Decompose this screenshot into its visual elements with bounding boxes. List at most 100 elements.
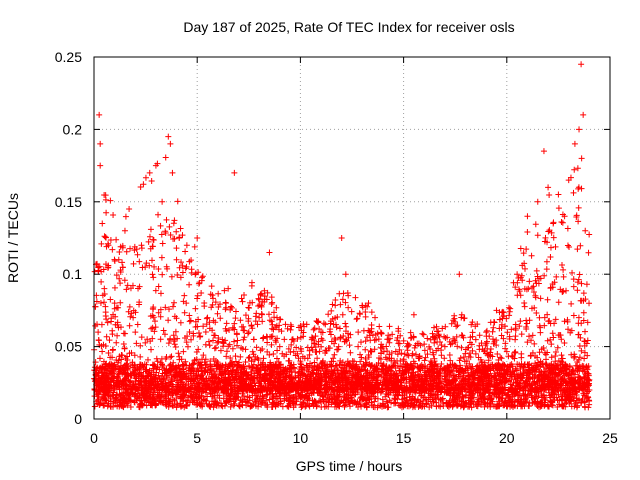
data-point bbox=[99, 348, 106, 355]
data-point bbox=[270, 351, 277, 358]
data-point bbox=[157, 222, 164, 229]
data-point bbox=[165, 317, 172, 324]
data-point bbox=[137, 353, 144, 360]
data-point bbox=[327, 331, 334, 338]
data-point bbox=[232, 353, 239, 360]
data-point bbox=[181, 309, 188, 316]
data-point bbox=[244, 393, 251, 400]
data-point bbox=[353, 316, 360, 323]
data-point bbox=[244, 330, 251, 337]
data-point bbox=[202, 329, 209, 336]
data-point bbox=[362, 338, 369, 345]
data-point bbox=[358, 354, 365, 361]
data-point bbox=[585, 249, 592, 256]
data-point bbox=[322, 321, 329, 328]
data-point bbox=[171, 299, 178, 306]
data-point bbox=[543, 356, 550, 363]
data-point bbox=[327, 391, 334, 398]
data-point bbox=[123, 248, 130, 255]
data-point bbox=[201, 303, 208, 310]
data-point bbox=[195, 329, 202, 336]
data-point bbox=[245, 354, 252, 361]
data-point bbox=[518, 331, 525, 338]
data-point bbox=[487, 346, 494, 353]
data-point bbox=[558, 393, 565, 400]
data-point bbox=[580, 290, 587, 297]
data-point bbox=[217, 315, 224, 322]
data-point bbox=[325, 403, 332, 410]
data-point bbox=[246, 305, 253, 312]
data-point bbox=[259, 318, 266, 325]
data-point bbox=[530, 283, 537, 290]
data-point bbox=[533, 310, 540, 317]
data-point bbox=[386, 323, 393, 330]
data-point bbox=[264, 401, 271, 408]
data-point bbox=[581, 368, 588, 375]
data-point bbox=[558, 262, 565, 269]
data-point bbox=[170, 220, 177, 227]
data-point bbox=[148, 325, 155, 332]
data-point bbox=[553, 273, 560, 280]
data-point bbox=[158, 254, 165, 261]
chart-title: Day 187 of 2025, Rate Of TEC Index for r… bbox=[183, 19, 514, 35]
data-point bbox=[223, 348, 230, 355]
data-point bbox=[192, 305, 199, 312]
data-point bbox=[116, 249, 123, 256]
data-point bbox=[328, 401, 335, 408]
data-point bbox=[172, 344, 179, 351]
data-point bbox=[458, 314, 465, 321]
data-point bbox=[490, 402, 497, 409]
data-point bbox=[438, 360, 445, 367]
data-point bbox=[496, 403, 503, 410]
data-point bbox=[561, 339, 568, 346]
data-point bbox=[194, 292, 201, 299]
data-point bbox=[560, 273, 567, 280]
data-point bbox=[296, 393, 303, 400]
data-point bbox=[186, 318, 193, 325]
data-point bbox=[155, 211, 162, 218]
data-point bbox=[268, 404, 275, 411]
data-point bbox=[528, 252, 535, 259]
data-point bbox=[580, 309, 587, 316]
data-point bbox=[347, 403, 354, 410]
data-point bbox=[548, 354, 555, 361]
data-point bbox=[544, 296, 551, 303]
data-point bbox=[432, 394, 439, 401]
data-point bbox=[438, 342, 445, 349]
data-point bbox=[234, 337, 241, 344]
data-point bbox=[93, 298, 100, 305]
data-point bbox=[437, 403, 444, 410]
data-point bbox=[560, 266, 567, 273]
data-point bbox=[572, 400, 579, 407]
data-point bbox=[346, 342, 353, 349]
data-point bbox=[536, 314, 543, 321]
data-point bbox=[152, 287, 159, 294]
data-point bbox=[255, 303, 262, 310]
data-point bbox=[404, 347, 411, 354]
data-point bbox=[407, 335, 414, 342]
data-point bbox=[430, 367, 437, 374]
data-point bbox=[586, 300, 593, 307]
data-point bbox=[257, 347, 264, 354]
data-point bbox=[476, 332, 483, 339]
data-point bbox=[231, 338, 238, 345]
data-point bbox=[574, 246, 581, 253]
data-point bbox=[585, 404, 592, 411]
data-point bbox=[167, 368, 174, 375]
data-point bbox=[152, 324, 159, 331]
data-point bbox=[498, 395, 505, 402]
data-point bbox=[549, 330, 556, 337]
data-point bbox=[311, 325, 318, 332]
data-point bbox=[580, 392, 587, 399]
data-point bbox=[129, 368, 136, 375]
data-point bbox=[574, 287, 581, 294]
data-point bbox=[186, 312, 193, 319]
data-point bbox=[173, 245, 180, 252]
data-point bbox=[345, 304, 352, 311]
data-point bbox=[92, 303, 99, 310]
data-point bbox=[136, 403, 143, 410]
data-point bbox=[316, 348, 323, 355]
data-point bbox=[212, 344, 219, 351]
data-point bbox=[127, 403, 134, 410]
